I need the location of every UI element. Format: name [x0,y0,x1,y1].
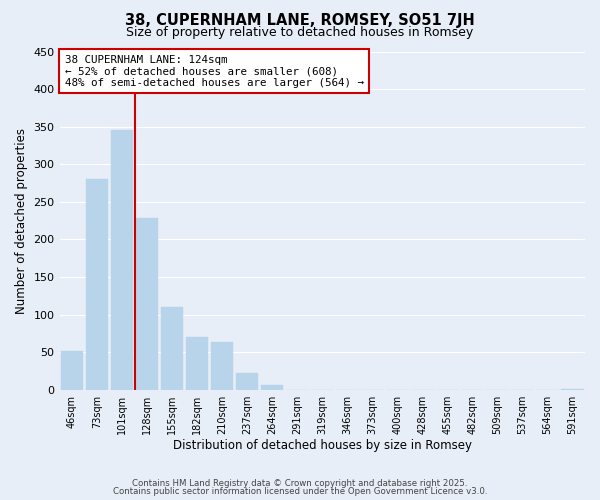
Bar [136,218,158,390]
Text: 38, CUPERNHAM LANE, ROMSEY, SO51 7JH: 38, CUPERNHAM LANE, ROMSEY, SO51 7JH [125,12,475,28]
X-axis label: Distribution of detached houses by size in Romsey: Distribution of detached houses by size … [173,440,472,452]
Y-axis label: Number of detached properties: Number of detached properties [15,128,28,314]
Bar [561,389,584,390]
Bar [186,337,208,390]
Bar [261,385,283,390]
Text: Contains public sector information licensed under the Open Government Licence v3: Contains public sector information licen… [113,487,487,496]
Bar [86,180,109,390]
Text: Size of property relative to detached houses in Romsey: Size of property relative to detached ho… [127,26,473,39]
Text: 38 CUPERNHAM LANE: 124sqm
← 52% of detached houses are smaller (608)
48% of semi: 38 CUPERNHAM LANE: 124sqm ← 52% of detac… [65,55,364,88]
Bar [211,342,233,390]
Text: Contains HM Land Registry data © Crown copyright and database right 2025.: Contains HM Land Registry data © Crown c… [132,478,468,488]
Bar [161,307,184,390]
Bar [111,130,133,390]
Bar [236,373,259,390]
Bar [61,350,83,390]
